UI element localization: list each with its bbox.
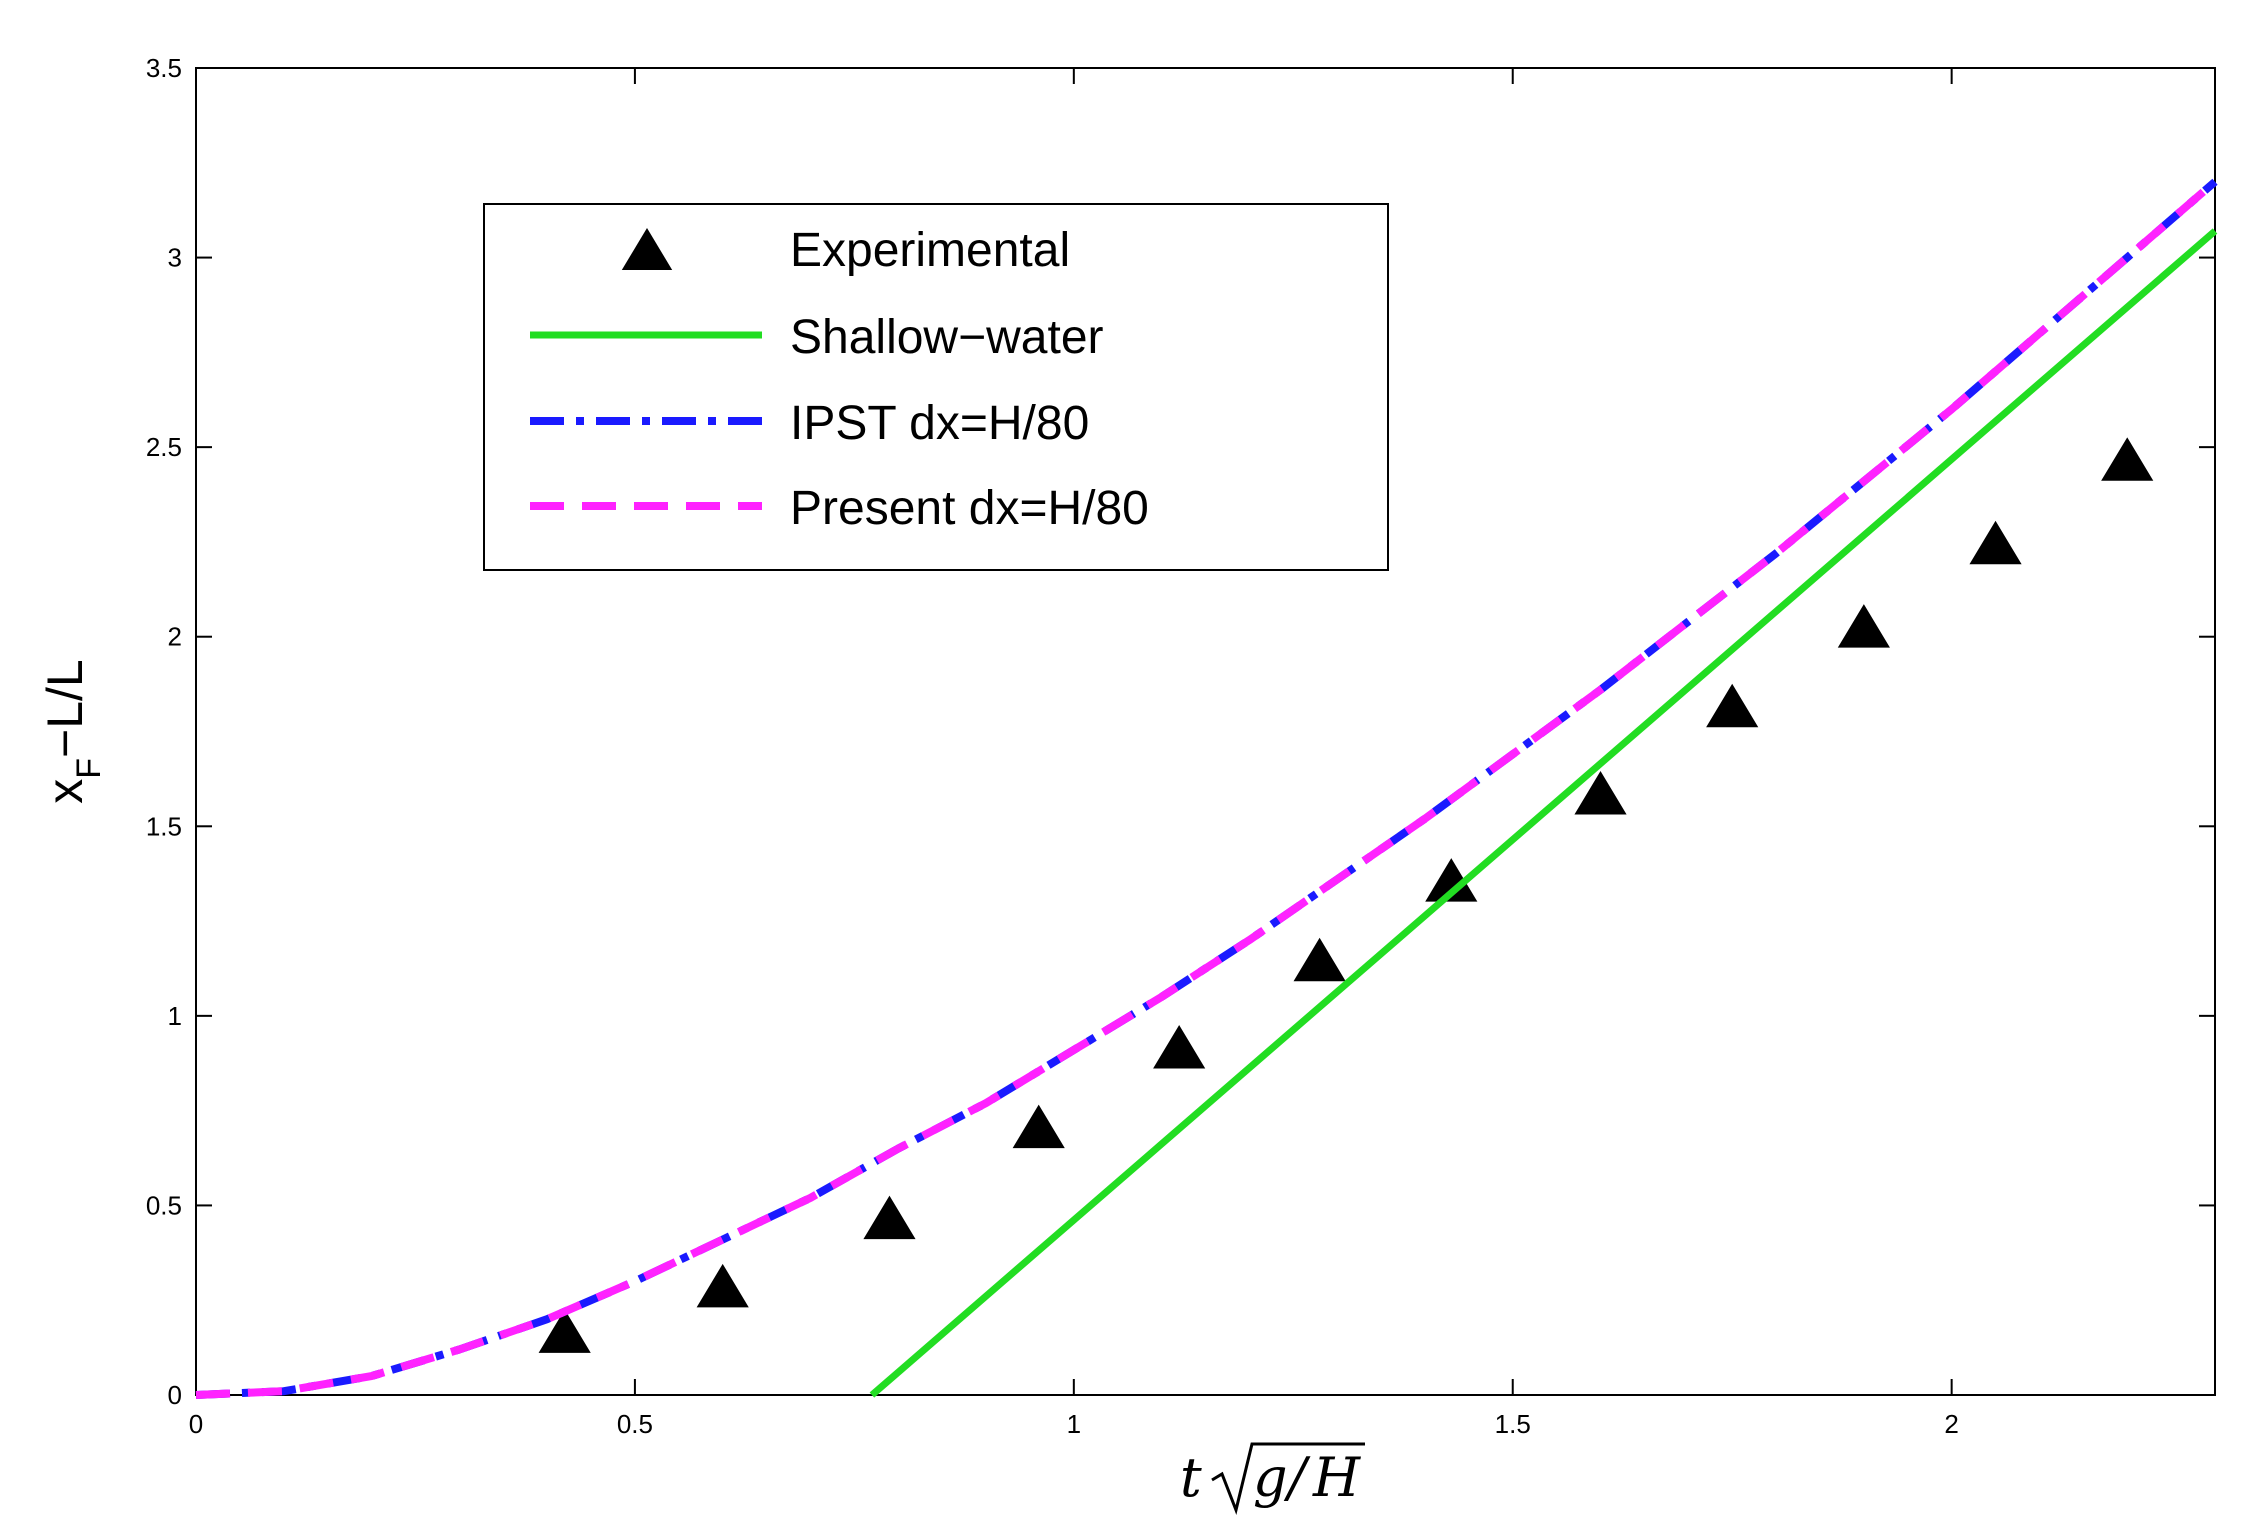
x-tick-label: 2 bbox=[1944, 1409, 1958, 1439]
y-tick-label: 0 bbox=[168, 1380, 182, 1410]
experimental-point bbox=[1837, 604, 1890, 648]
legend-label: IPST dx=H/80 bbox=[790, 397, 1089, 450]
y-tick-label: 1 bbox=[168, 1001, 182, 1031]
legend-entry: Experimental bbox=[621, 224, 1070, 277]
legend-entry: Shallow−water bbox=[530, 311, 1104, 364]
experimental-point bbox=[2101, 437, 2154, 481]
x-axis-label-H: H bbox=[1312, 1446, 1361, 1509]
experimental-point bbox=[696, 1263, 749, 1308]
legend-entry: IPST dx=H/80 bbox=[530, 397, 1089, 450]
legend-label: Present dx=H/80 bbox=[790, 482, 1149, 535]
y-tick-label: 3.5 bbox=[146, 53, 182, 83]
series-3 bbox=[195, 178, 2218, 1399]
experimental-point bbox=[1293, 937, 1346, 982]
y-tick-label: 0.5 bbox=[146, 1190, 182, 1220]
axis-ticks: 0 0.5 1 1.5 2 0 0.5 1 1.5 2 2.5 3 3.5 bbox=[146, 53, 2215, 1439]
y-tick-label: 2.5 bbox=[146, 432, 182, 462]
y-axis-label: xF−L/L bbox=[37, 659, 108, 804]
series-0 bbox=[538, 437, 2154, 1353]
legend-marker bbox=[621, 228, 673, 270]
y-axis-label-x: x bbox=[37, 779, 93, 804]
legend-label: Experimental bbox=[790, 224, 1070, 277]
legend: Experimental Shallow−water IPST dx=H/80 Pre… bbox=[483, 203, 1389, 571]
x-axis-label-sqrt-sign bbox=[1211, 1442, 1365, 1515]
x-tick-label: 0 bbox=[189, 1409, 203, 1439]
series-line bbox=[195, 178, 2218, 1399]
experimental-point bbox=[1153, 1025, 1206, 1069]
x-tick-label: 1.5 bbox=[1495, 1409, 1531, 1439]
experimental-point bbox=[1574, 770, 1627, 815]
y-tick-label: 1.5 bbox=[146, 811, 182, 841]
series-layer bbox=[195, 178, 2218, 1399]
y-tick-label: 2 bbox=[168, 622, 182, 652]
y-axis-label-subscript: F bbox=[70, 758, 108, 779]
x-tick-label: 1 bbox=[1067, 1409, 1081, 1439]
plot-area bbox=[195, 67, 2216, 1396]
experimental-point bbox=[863, 1195, 916, 1240]
y-tick-label: 3 bbox=[168, 243, 182, 273]
experimental-point bbox=[1969, 520, 2022, 565]
legend-label: Shallow−water bbox=[790, 311, 1104, 364]
series-line bbox=[869, 228, 2218, 1398]
experimental-point bbox=[538, 1309, 591, 1353]
x-axis-label-g: g bbox=[1253, 1446, 1288, 1509]
legend-entry: Present dx=H/80 bbox=[530, 482, 1149, 535]
x-axis-label-t: t bbox=[1180, 1446, 1202, 1509]
series-1 bbox=[869, 228, 2218, 1398]
experimental-point bbox=[1012, 1104, 1065, 1149]
y-axis-label-rest: −L/L bbox=[37, 659, 93, 758]
experimental-point bbox=[1706, 683, 1759, 728]
x-tick-label: 0.5 bbox=[617, 1409, 653, 1439]
